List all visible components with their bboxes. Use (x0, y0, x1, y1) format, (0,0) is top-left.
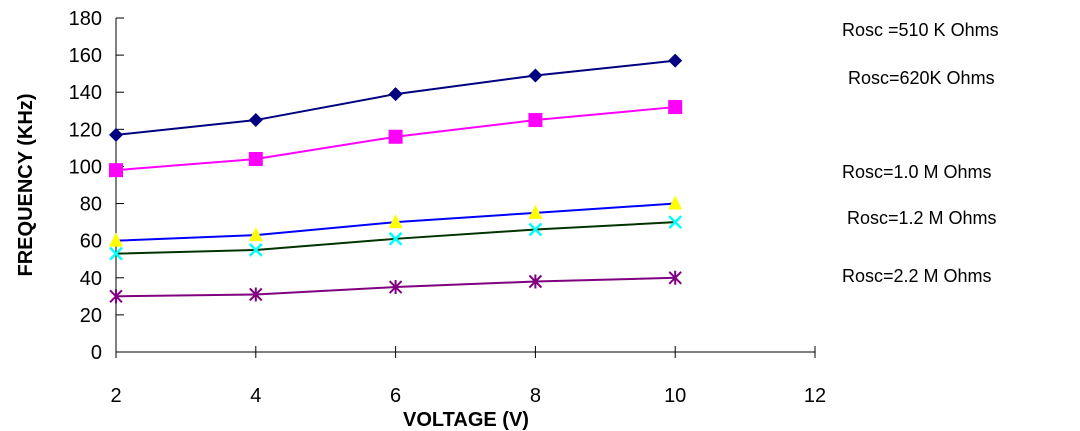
data-point-marker (528, 204, 543, 219)
y-tick-label: 80 (80, 194, 102, 216)
series-markers (109, 53, 683, 304)
y-tick-label: 20 (80, 305, 102, 327)
x-tick-label: 6 (390, 385, 401, 407)
data-point-marker (528, 222, 543, 237)
data-point-marker (109, 127, 123, 142)
axes (115, 18, 815, 353)
legend-entry: Rosc=620K Ohms (848, 68, 995, 88)
data-point-marker (668, 100, 683, 115)
y-tick-label: 40 (80, 268, 102, 290)
legend-entry: Rosc=1.2 M Ohms (847, 208, 997, 228)
legend-entry: Rosc =510 K Ohms (842, 20, 999, 40)
legend: Rosc =510 K Ohms Rosc=620K Ohms Rosc=1.0 M… (842, 20, 999, 286)
data-point-marker (528, 274, 543, 289)
data-point-marker (388, 214, 403, 229)
data-point-marker (248, 227, 263, 242)
x-axis-ticks: 2 4 6 8 10 12 (110, 346, 826, 407)
x-tick-label: 12 (804, 385, 826, 407)
data-point-marker (388, 280, 403, 295)
x-tick-label: 4 (250, 385, 261, 407)
data-point-marker (248, 113, 263, 128)
x-tick-label: 2 (110, 385, 121, 407)
data-point-marker (388, 129, 403, 144)
x-axis-title: VOLTAGE (V) (403, 409, 529, 431)
data-point-marker (109, 232, 123, 247)
y-tick-label: 180 (69, 8, 102, 30)
y-tick-label: 100 (69, 156, 102, 178)
y-tick-label: 120 (69, 119, 102, 141)
data-point-marker (109, 289, 123, 304)
data-point-marker (249, 287, 263, 302)
y-tick-label: 160 (69, 45, 102, 67)
data-point-marker (668, 215, 683, 229)
y-axis-title: FREQUENCY (KHz) (15, 94, 37, 277)
data-point-marker (388, 231, 403, 246)
data-point-marker (248, 152, 263, 167)
data-point-marker (109, 163, 123, 178)
y-axis-ticks: 0 20 40 60 80 100 120 140 160 180 (69, 8, 124, 364)
y-tick-label: 60 (80, 231, 102, 253)
legend-entry: Rosc=1.0 M Ohms (842, 162, 992, 182)
data-point-marker (388, 87, 403, 102)
y-tick-label: 0 (91, 342, 102, 364)
x-tick-label: 10 (664, 385, 686, 407)
x-tick-label: 8 (530, 385, 541, 407)
data-point-marker (109, 246, 123, 261)
y-tick-label: 140 (69, 82, 102, 104)
legend-entry: Rosc=2.2 M Ohms (842, 266, 992, 286)
data-point-marker (668, 195, 683, 210)
data-point-marker (668, 53, 683, 68)
data-point-marker (528, 113, 543, 128)
data-point-marker (528, 68, 543, 83)
data-point-marker (248, 243, 263, 257)
data-point-marker (668, 270, 682, 285)
